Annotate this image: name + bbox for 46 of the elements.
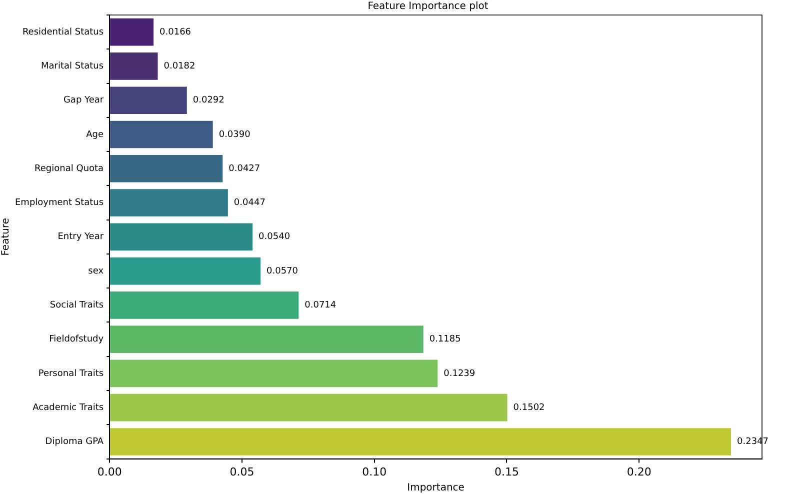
x-tick-label: 0.20 bbox=[626, 465, 652, 478]
data-label: 0.0540 bbox=[258, 232, 290, 242]
data-label: 0.0714 bbox=[304, 300, 336, 311]
x-tick-label: 0.15 bbox=[494, 465, 519, 478]
data-label: 0.0182 bbox=[164, 62, 196, 72]
data-label: 0.0166 bbox=[160, 27, 192, 38]
bar bbox=[110, 428, 732, 456]
data-label: 0.0292 bbox=[192, 96, 224, 106]
y-tick-label: Academic Traits bbox=[32, 402, 104, 413]
y-tick-label: Regional Quota bbox=[34, 164, 104, 174]
y-tick-label: Gap Year bbox=[63, 96, 104, 106]
bar bbox=[110, 120, 213, 148]
y-tick-label: Marital Status bbox=[41, 62, 104, 72]
bar bbox=[110, 189, 228, 216]
bar bbox=[110, 360, 438, 388]
y-tick-label: Social Traits bbox=[50, 300, 104, 311]
x-tick-label: 0.10 bbox=[362, 465, 387, 478]
bar bbox=[110, 223, 253, 251]
data-label: 0.0447 bbox=[234, 198, 266, 208]
data-label: 0.1239 bbox=[444, 368, 476, 379]
y-tick-label: Diploma GPA bbox=[45, 437, 104, 448]
y-tick-label: Entry Year bbox=[58, 232, 104, 242]
x-tick-label: 0.00 bbox=[97, 465, 122, 478]
bar bbox=[110, 394, 508, 422]
chart-title: Feature Importance plot bbox=[366, 1, 490, 13]
data-label: 0.1502 bbox=[513, 402, 545, 413]
y-tick-label: Employment Status bbox=[15, 198, 104, 208]
data-label: 0.0570 bbox=[266, 266, 298, 276]
y-axis-title: Feature bbox=[0, 218, 12, 256]
y-tick-label: Personal Traits bbox=[38, 368, 104, 379]
bar bbox=[110, 326, 424, 353]
data-label: 0.0427 bbox=[228, 164, 260, 174]
y-tick-label: Fieldofstudy bbox=[49, 334, 104, 345]
data-label: 0.1185 bbox=[429, 334, 461, 345]
y-tick-label: sex bbox=[88, 266, 104, 276]
bar bbox=[110, 52, 158, 80]
y-tick-label: Age bbox=[86, 130, 104, 140]
bar bbox=[110, 86, 187, 114]
bar bbox=[110, 292, 299, 319]
bar bbox=[110, 257, 260, 285]
data-label: 0.0390 bbox=[218, 130, 251, 140]
bar bbox=[110, 18, 154, 46]
x-axis-title: Importance bbox=[407, 482, 464, 494]
y-tick-label: Residential Status bbox=[22, 27, 104, 38]
bar bbox=[110, 154, 223, 182]
x-tick-label: 0.05 bbox=[230, 465, 254, 478]
